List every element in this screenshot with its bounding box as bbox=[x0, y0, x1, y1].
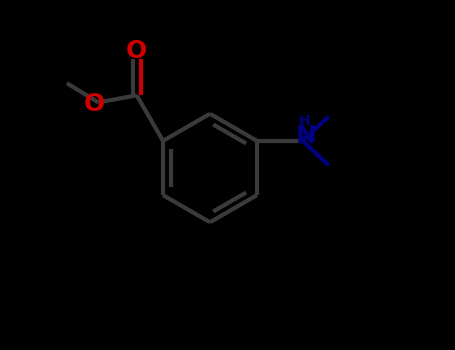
Text: N: N bbox=[296, 124, 316, 148]
Text: O: O bbox=[84, 92, 106, 116]
Text: H: H bbox=[298, 113, 310, 127]
Text: O: O bbox=[126, 39, 147, 63]
